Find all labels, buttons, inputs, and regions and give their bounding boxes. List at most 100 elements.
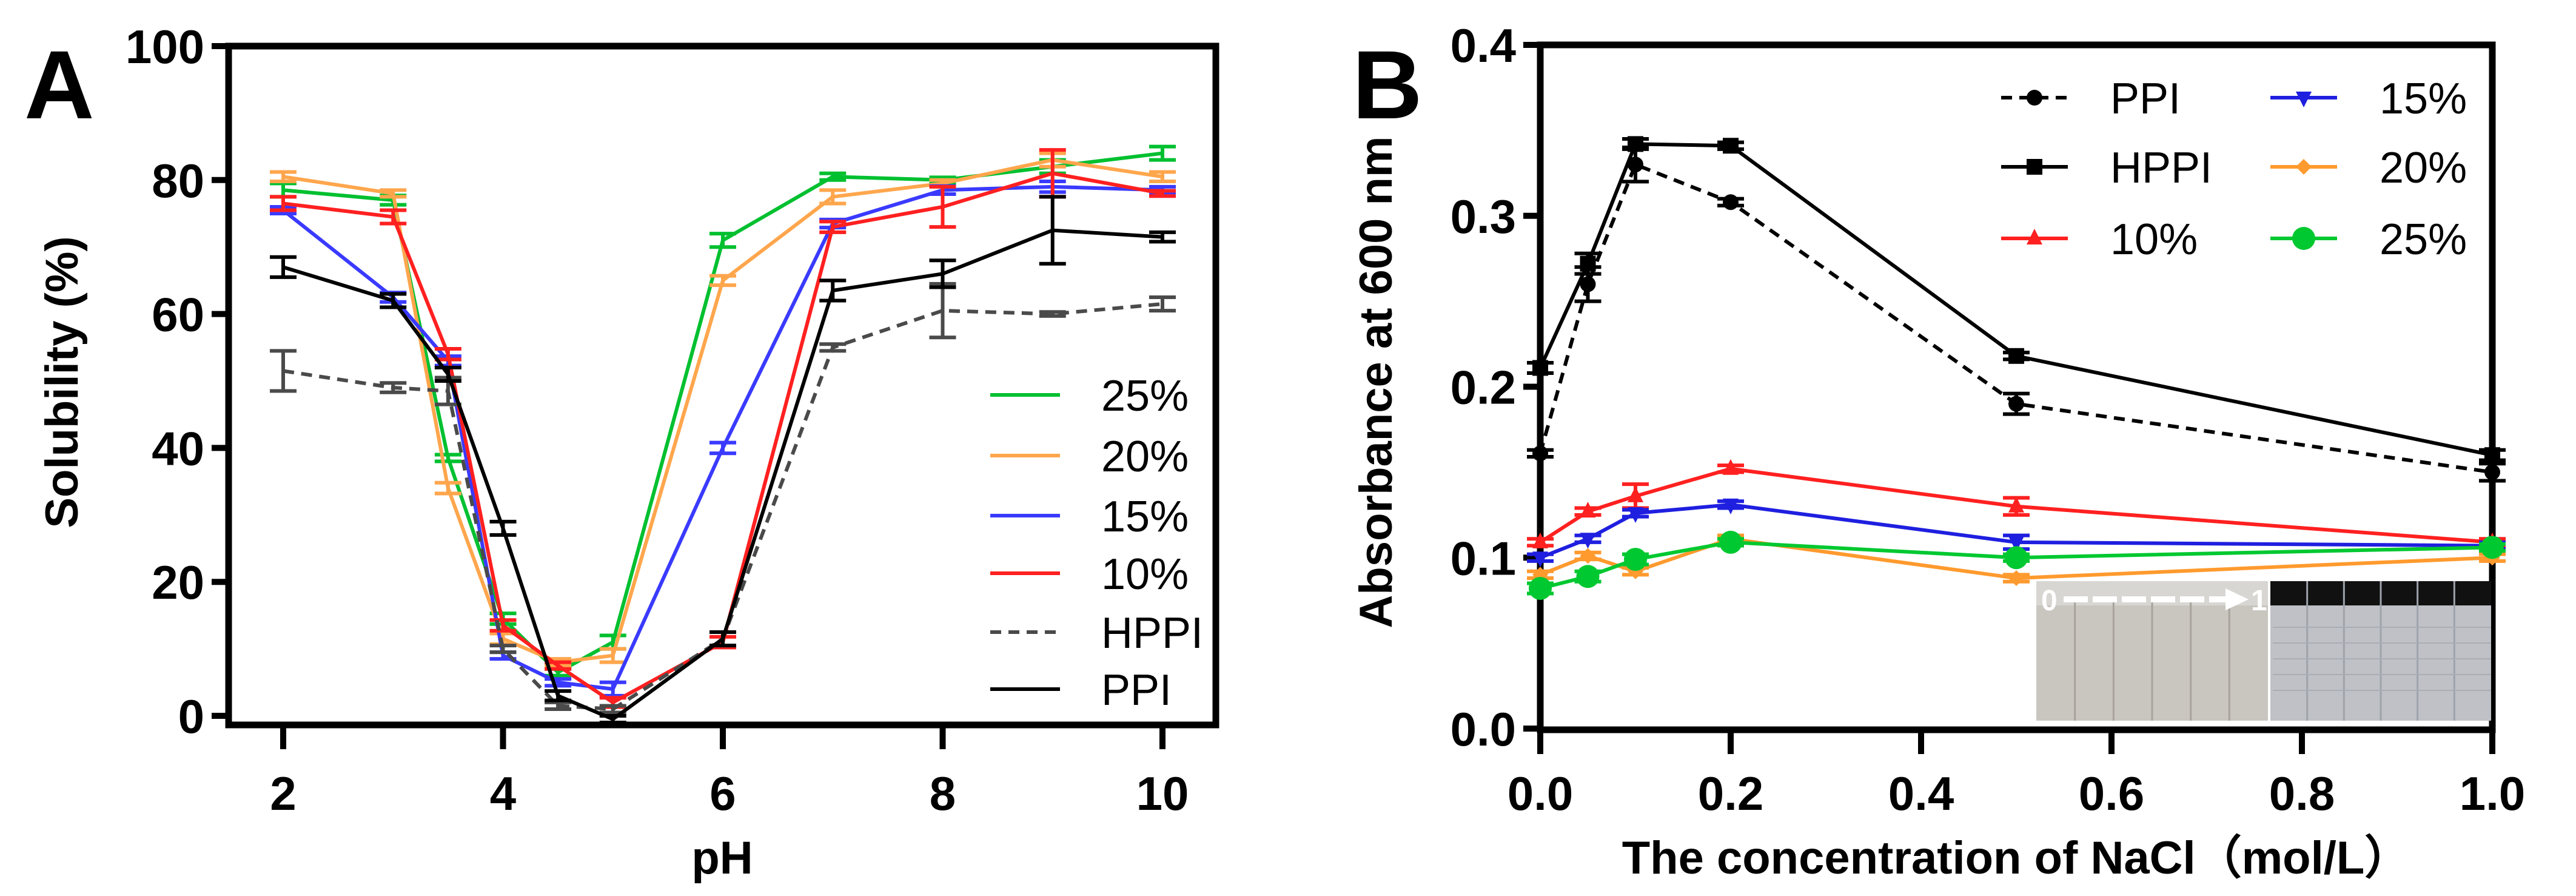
series-line xyxy=(1538,162,2493,474)
series-20pct xyxy=(270,151,1176,668)
data-point xyxy=(1050,171,1055,175)
legend-item: 10% xyxy=(2001,215,2198,264)
x-tick-label: 2 xyxy=(270,767,296,820)
data-point xyxy=(1532,532,1548,548)
data-point xyxy=(1576,565,1600,588)
data-point xyxy=(446,389,450,393)
legend-label: 25% xyxy=(1101,372,1189,420)
series-line xyxy=(283,151,1163,675)
y-tick-label: 80 xyxy=(152,154,204,207)
data-point xyxy=(611,700,615,704)
legend-item: HPPI xyxy=(990,609,1203,658)
inset-label-start: 0 xyxy=(2041,585,2058,617)
legend: PPI HPPI 10% 15% 20% 25% xyxy=(2001,75,2467,264)
y-axis-title: Absorbance at 600 nm xyxy=(1350,136,1402,628)
legend-marker xyxy=(2296,159,2312,175)
x-axis-title: pH xyxy=(691,832,753,884)
data-point xyxy=(2481,536,2504,559)
legend-label: 20% xyxy=(1101,433,1189,481)
legend-item: 15% xyxy=(990,493,1189,541)
legend-marker xyxy=(2027,90,2042,106)
legend-label: HPPI xyxy=(2110,144,2212,192)
legend-marker xyxy=(2027,229,2042,244)
arrow-head-icon xyxy=(2225,588,2249,610)
series-hppi xyxy=(270,281,1176,715)
data-point xyxy=(721,446,725,450)
data-point xyxy=(1532,360,1548,376)
data-point xyxy=(831,288,835,292)
data-point xyxy=(2008,348,2024,364)
x-tick-label: 8 xyxy=(930,767,956,820)
data-point xyxy=(1723,498,1739,514)
data-point xyxy=(611,707,615,711)
data-point xyxy=(1624,548,1647,571)
data-point xyxy=(501,647,505,651)
data-point xyxy=(611,653,615,658)
legend-label: 25% xyxy=(2380,215,2467,264)
data-point xyxy=(556,693,560,698)
y-tick-label: 100 xyxy=(126,20,204,73)
inset-label-end: 1 xyxy=(2251,585,2267,617)
data-point xyxy=(831,175,835,179)
data-point xyxy=(831,225,835,229)
y-tick-label: 0.4 xyxy=(1451,19,1516,72)
x-tick-label: 0.8 xyxy=(2269,767,2335,820)
data-point xyxy=(941,272,945,276)
legend-label: 10% xyxy=(1101,550,1189,599)
data-point xyxy=(1529,576,1552,600)
legend-item: PPI xyxy=(990,666,1172,715)
legend-label: 10% xyxy=(2110,215,2198,264)
data-point xyxy=(281,175,285,179)
data-point xyxy=(611,717,615,721)
legend-marker xyxy=(2292,227,2315,250)
data-point xyxy=(2484,447,2500,463)
data-point xyxy=(391,191,395,195)
data-point xyxy=(941,309,945,313)
series-ppi xyxy=(1527,146,2506,483)
data-point xyxy=(941,204,945,209)
series-25pct xyxy=(1527,530,2506,600)
data-point xyxy=(446,486,450,490)
data-point xyxy=(1628,136,1643,152)
legend-item: 25% xyxy=(2270,215,2467,264)
legend: 25% 20% 15% 10% HPPI PPI xyxy=(990,372,1203,715)
data-point xyxy=(556,670,560,675)
data-point xyxy=(1723,138,1739,154)
x-axis-title: The concentration of NaCl（mol/L） xyxy=(1622,832,2411,884)
y-tick-label: 0 xyxy=(178,690,204,743)
data-point xyxy=(1532,445,1548,462)
x-tick-label: 10 xyxy=(1136,767,1189,820)
data-point xyxy=(556,680,560,684)
data-point xyxy=(1161,151,1164,155)
data-point xyxy=(611,640,615,644)
data-point xyxy=(391,386,395,390)
x-tick-label: 0.6 xyxy=(2079,767,2144,820)
series-line xyxy=(283,171,1163,705)
legend-label: 15% xyxy=(1101,493,1189,541)
y-tick-label: 40 xyxy=(152,422,204,475)
y-tick-label: 60 xyxy=(152,288,204,342)
data-point xyxy=(2008,570,2024,587)
series-ppi xyxy=(270,195,1176,725)
data-point xyxy=(2008,496,2024,513)
data-point xyxy=(1580,502,1596,518)
x-tick-label: 0.4 xyxy=(1888,767,1954,820)
data-point xyxy=(1723,459,1739,475)
x-tick-label: 0.0 xyxy=(1508,767,1573,820)
series-25pct xyxy=(270,144,1176,678)
series-line xyxy=(1538,142,2493,457)
data-point xyxy=(2008,396,2024,412)
data-point xyxy=(1050,228,1055,232)
y-tick-label: 0.2 xyxy=(1451,361,1516,414)
legend-item: 25% xyxy=(990,372,1189,420)
data-point xyxy=(721,637,725,641)
y-tick-label: 0.0 xyxy=(1451,702,1516,756)
data-point xyxy=(831,195,835,199)
legend-item: HPPI xyxy=(2001,144,2212,192)
data-point xyxy=(1161,191,1164,195)
data-point xyxy=(391,298,395,303)
legend-item: 20% xyxy=(2270,144,2467,192)
data-point xyxy=(501,623,505,627)
data-point xyxy=(2005,546,2028,570)
